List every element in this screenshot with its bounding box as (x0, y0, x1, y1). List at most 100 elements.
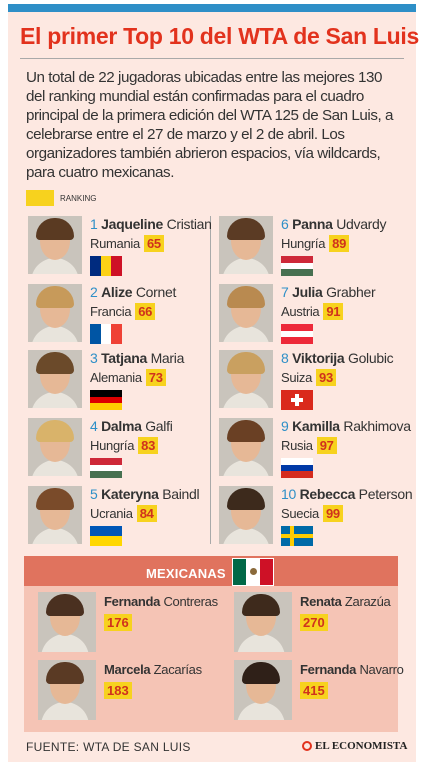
legend-label: RANKING (60, 193, 97, 203)
player-last-name: Peterson (358, 486, 413, 502)
player-country: Alemania (90, 370, 142, 385)
player-first-name: Fernanda (300, 662, 357, 677)
player-first-name: Alize (101, 284, 133, 300)
country-flag-icon (281, 256, 313, 276)
player-name: Fernanda Contreras (104, 594, 218, 609)
player-first-name: Kamilla (292, 418, 340, 434)
player-last-name: Galfi (145, 418, 173, 434)
player-last-name: Maria (150, 350, 185, 366)
player-first-name: Fernanda (104, 594, 161, 609)
ranking-legend: RANKING (26, 190, 96, 206)
mexican-player-card: Fernanda Contreras 176 (38, 592, 218, 654)
ranking-badge: 83 (138, 437, 159, 454)
player-card: 7 Julia Grabher Austria 91 (219, 284, 409, 346)
ranking-badge: 183 (104, 682, 132, 699)
mexican-player-card: Marcela Zacarías 183 (38, 660, 218, 722)
player-last-name: Navarro (359, 662, 404, 677)
ranking-badge: 176 (104, 614, 132, 631)
player-last-name: Zacarías (153, 662, 202, 677)
player-photo (219, 486, 273, 544)
player-last-name: Baindl (162, 486, 200, 502)
country-flag-icon (281, 390, 313, 410)
player-photo (38, 660, 96, 720)
player-last-name: Cornet (135, 284, 177, 300)
column-divider (210, 216, 211, 544)
country-flag-icon (90, 390, 122, 410)
country-flag-icon (90, 256, 122, 276)
ranking-badge: 270 (300, 614, 328, 631)
player-first-name: Jaqueline (101, 216, 163, 232)
ranking-badge: 89 (329, 235, 350, 252)
player-photo (28, 284, 82, 342)
player-country: Suiza (281, 370, 313, 385)
player-first-name: Kateryna (101, 486, 159, 502)
player-card: 5 Kateryna Baindl Ucrania 84 (28, 486, 218, 548)
player-first-name: Julia (292, 284, 323, 300)
player-card: 10 Rebecca Peterson Suecia 99 (219, 486, 413, 548)
player-number: 8 (281, 350, 289, 366)
player-number: 4 (90, 418, 98, 434)
player-name: 6 Panna Udvardy (281, 216, 387, 232)
player-country: Hungría (281, 236, 326, 251)
mexicanas-title: MEXICANAS (146, 566, 226, 581)
player-photo (234, 660, 292, 720)
player-number: 6 (281, 216, 289, 232)
player-photo (219, 418, 273, 476)
player-last-name: Contreras (163, 594, 218, 609)
country-flag-icon (90, 458, 122, 478)
publisher-logo: EL ECONOMISTA (302, 740, 407, 752)
player-name: 2 Alize Cornet (90, 284, 176, 300)
player-last-name: Golubic (347, 350, 394, 366)
player-country: Austria (281, 304, 320, 319)
player-name: 7 Julia Grabher (281, 284, 376, 300)
eagle-emblem-icon (250, 568, 258, 575)
player-country-row: Alemania 73 (90, 369, 166, 386)
player-card: 8 Viktorija Golubic Suiza 93 (219, 350, 409, 412)
player-first-name: Renata (300, 594, 342, 609)
player-photo (219, 284, 273, 342)
player-first-name: Panna (292, 216, 333, 232)
player-name: 1 Jaqueline Cristian (90, 216, 212, 232)
player-country: Suecia (281, 506, 319, 521)
player-card: 6 Panna Udvardy Hungría 89 (219, 216, 409, 278)
player-number: 9 (281, 418, 289, 434)
player-name: 10 Rebecca Peterson (281, 486, 413, 502)
player-first-name: Marcela (104, 662, 151, 677)
country-flag-icon (90, 324, 122, 344)
player-country: Rumania (90, 236, 140, 251)
player-country-row: Rusia 97 (281, 437, 337, 454)
publisher-name: EL ECONOMISTA (315, 740, 408, 752)
country-flag-icon (90, 526, 122, 546)
mexico-flag-icon (232, 558, 274, 586)
player-name: Marcela Zacarías (104, 662, 202, 677)
player-card: 9 Kamilla Rakhimova Rusia 97 (219, 418, 411, 480)
player-photo (28, 486, 82, 544)
player-name: Renata Zarazúa (300, 594, 391, 609)
player-photo (38, 592, 96, 652)
player-last-name: Udvardy (336, 216, 387, 232)
ranking-badge: 415 (300, 682, 328, 699)
country-flag-icon (281, 458, 313, 478)
player-country: Rusia (281, 438, 313, 453)
player-name: 8 Viktorija Golubic (281, 350, 394, 366)
player-number: 7 (281, 284, 289, 300)
player-name: 9 Kamilla Rakhimova (281, 418, 411, 434)
player-country-row: Suiza 93 (281, 369, 336, 386)
player-photo (28, 418, 82, 476)
player-country-row: Francia 66 (90, 303, 156, 320)
title-divider (20, 58, 404, 59)
player-photo (234, 592, 292, 652)
player-photo (28, 216, 82, 274)
ranking-badge: 99 (322, 505, 343, 522)
player-photo (28, 350, 82, 408)
player-number: 3 (90, 350, 98, 366)
source-note: FUENTE: WTA DE SAN LUIS (26, 740, 191, 754)
ranking-badge: 97 (316, 437, 337, 454)
player-country-row: Suecia 99 (281, 505, 343, 522)
player-country-row: Ucrania 84 (90, 505, 157, 522)
player-name: Fernanda Navarro (300, 662, 404, 677)
page-title: El primer Top 10 del WTA de San Luis (20, 23, 420, 49)
player-number: 2 (90, 284, 98, 300)
player-number: 5 (90, 486, 98, 502)
